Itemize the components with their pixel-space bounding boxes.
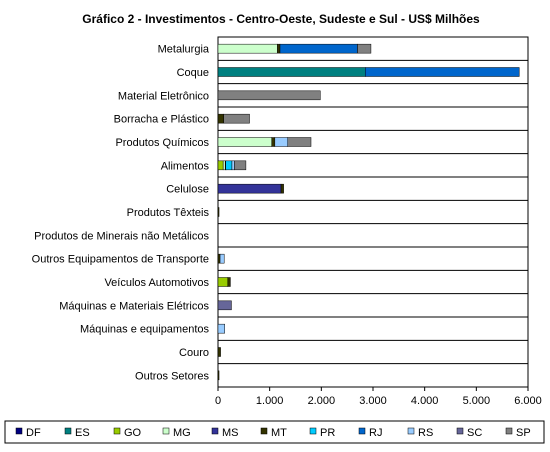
x-tick-label: 1.000 bbox=[256, 395, 284, 407]
bar-segment bbox=[219, 253, 225, 264]
legend-swatch bbox=[456, 427, 464, 435]
bar-segment bbox=[217, 113, 224, 124]
category-label: Coque bbox=[177, 67, 209, 79]
legend-swatch bbox=[162, 427, 170, 435]
x-tick-label: 5.000 bbox=[463, 395, 491, 407]
bar-segment bbox=[217, 300, 232, 311]
category-label: Borracha e Plástico bbox=[114, 114, 209, 126]
bar-segment bbox=[217, 253, 221, 264]
category-label: Couro bbox=[179, 347, 209, 359]
chart-title: Gráfico 2 - Investimentos - Centro-Oeste… bbox=[82, 12, 480, 26]
legend-label: GO bbox=[124, 427, 142, 439]
legend-label: PR bbox=[320, 427, 335, 439]
legend-label: MT bbox=[271, 427, 287, 439]
category-label: Produtos de Minerais não Metálicos bbox=[34, 230, 209, 242]
legend-swatch bbox=[358, 427, 366, 435]
legend-label: DF bbox=[26, 427, 41, 439]
category-label: Máquinas e equipamentos bbox=[80, 324, 210, 336]
category-label: Alimentos bbox=[161, 160, 210, 172]
x-tick-label: 0 bbox=[215, 395, 221, 407]
category-label: Veículos Automotivos bbox=[104, 277, 209, 289]
bar-segment bbox=[217, 183, 282, 194]
legend-box bbox=[4, 420, 545, 444]
legend-label: MG bbox=[173, 427, 191, 439]
bar-segment bbox=[217, 67, 366, 77]
legend: DF ES GO MG MS MT PR RJ RS SC SP bbox=[4, 420, 545, 444]
legend-swatch bbox=[260, 427, 268, 435]
legend-label: ES bbox=[75, 427, 90, 439]
bar-segment bbox=[271, 137, 276, 147]
bar-segment bbox=[227, 277, 231, 287]
bar-segment bbox=[217, 207, 220, 217]
bar-segment bbox=[217, 370, 220, 381]
x-tick-label: 3.000 bbox=[359, 395, 387, 407]
bar-segment bbox=[274, 137, 289, 147]
category-label: Celulose bbox=[166, 184, 209, 196]
legend-label: MS bbox=[222, 427, 239, 439]
bar-segment bbox=[279, 43, 358, 54]
legend-swatch bbox=[505, 427, 513, 435]
legend-label: SP bbox=[516, 427, 531, 439]
category-label: Outros Equipamentos de Transporte bbox=[32, 254, 209, 266]
bar-segment bbox=[287, 137, 312, 147]
x-tick-label: 6.000 bbox=[514, 395, 542, 407]
bar-segment bbox=[357, 43, 372, 54]
legend-label: RJ bbox=[369, 427, 382, 439]
bar-segment bbox=[217, 160, 224, 171]
category-label: Produtos Químicos bbox=[115, 137, 209, 149]
bar-segment bbox=[234, 160, 247, 171]
bar-segment bbox=[217, 323, 225, 334]
legend-swatch bbox=[309, 427, 317, 435]
bar-segment bbox=[280, 183, 284, 194]
legend-label: RS bbox=[418, 427, 433, 439]
plot-area bbox=[217, 36, 529, 388]
legend-swatch bbox=[64, 427, 72, 435]
x-tick-label: 4.000 bbox=[411, 395, 439, 407]
bar-segment bbox=[223, 113, 250, 124]
bar-segment bbox=[217, 43, 278, 54]
bar-segment bbox=[222, 160, 226, 171]
legend-swatch bbox=[113, 427, 121, 435]
category-label: Outros Setores bbox=[135, 370, 209, 382]
legend-label: SC bbox=[467, 427, 482, 439]
bar-segment bbox=[217, 90, 321, 101]
bar-segment bbox=[277, 43, 281, 54]
bar-segment bbox=[365, 67, 520, 77]
category-label: Produtos Têxteis bbox=[127, 207, 210, 219]
bar-segment bbox=[231, 160, 235, 171]
legend-swatch bbox=[407, 427, 415, 435]
legend-swatch bbox=[15, 427, 23, 435]
legend-swatch bbox=[211, 427, 219, 435]
category-label: Máquinas e Materiais Elétricos bbox=[59, 300, 209, 312]
bar-segment bbox=[217, 137, 272, 147]
bar-segment bbox=[225, 160, 233, 171]
bar-segment bbox=[217, 347, 221, 357]
category-label: Metalurgia bbox=[158, 44, 210, 56]
bar-segment bbox=[217, 277, 229, 287]
x-tick-label: 2.000 bbox=[308, 395, 336, 407]
category-label: Material Eletrônico bbox=[118, 90, 209, 102]
